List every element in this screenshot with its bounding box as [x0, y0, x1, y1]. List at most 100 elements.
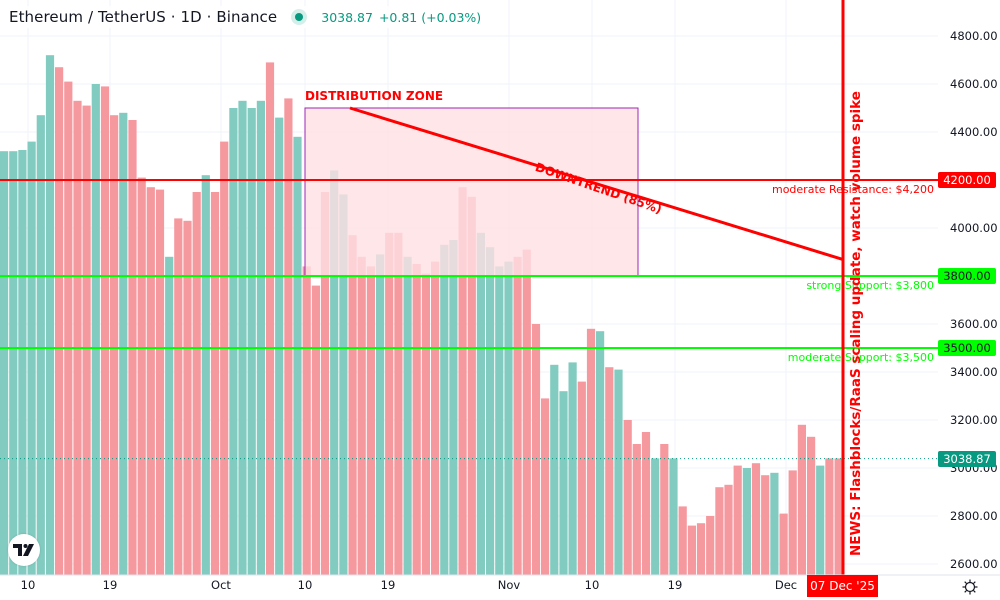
price-bar	[302, 266, 311, 575]
price-bar	[210, 192, 220, 575]
price-bar	[330, 170, 339, 575]
price-bar	[495, 266, 504, 575]
level-label: moderate Resistance: $4,200	[771, 183, 934, 196]
price-tag: 3038.87	[938, 450, 996, 467]
price-bar	[339, 194, 348, 575]
price-bar	[238, 100, 247, 576]
price-bar	[201, 175, 210, 575]
price-bar	[376, 254, 385, 575]
price-bar	[119, 112, 128, 576]
price-bar	[366, 266, 375, 575]
price-bar	[614, 369, 623, 575]
price-bar	[779, 513, 788, 575]
level-label: moderate Support: $3,500	[787, 351, 934, 364]
price-bar	[504, 261, 513, 575]
time-axis-label: Dec	[774, 578, 798, 592]
price-axis-label: 4800.00	[950, 29, 998, 43]
price-bar	[559, 391, 568, 575]
price-bar	[357, 256, 366, 575]
price-bar	[9, 151, 18, 575]
price-bar	[797, 424, 806, 575]
downtrend-line[interactable]	[349, 106, 843, 261]
time-axis-label: Nov	[497, 578, 521, 592]
support-resistance-lines[interactable]	[0, 179, 938, 349]
price-bar	[660, 444, 669, 575]
price-bar	[623, 420, 632, 575]
price-bar	[55, 67, 64, 575]
price-bar	[0, 151, 9, 575]
chart-header: Ethereum / TetherUS · 1D · Binance 3038.…	[9, 6, 482, 28]
price-bar	[605, 367, 614, 575]
price-bar	[541, 398, 550, 575]
price-bar	[385, 232, 394, 576]
time-axis-label: 10	[584, 578, 600, 592]
price-axis-label: 3200.00	[950, 413, 998, 427]
price-bar	[568, 362, 577, 575]
price-bar	[431, 261, 440, 575]
time-axis-label: 19	[380, 578, 396, 592]
symbol-title[interactable]: Ethereum / TetherUS · 1D · Binance	[9, 8, 278, 26]
price-bar	[825, 458, 834, 575]
price-tag: 3800.00	[938, 268, 996, 284]
price-bar	[669, 458, 678, 575]
price-bar	[293, 136, 302, 576]
price-bar	[724, 484, 733, 575]
price-bar	[632, 444, 641, 575]
price-axis-label: 4600.00	[950, 77, 998, 91]
price-bar	[256, 100, 265, 576]
price-axis-label: 2800.00	[950, 509, 998, 523]
time-axis-label: 10	[297, 578, 313, 592]
price-bar	[440, 244, 449, 576]
time-axis-label: Oct	[211, 578, 231, 592]
price-bar	[192, 192, 201, 575]
price-bar	[412, 264, 421, 575]
price-bar	[45, 55, 55, 575]
price-bar	[770, 472, 779, 575]
price-bar	[467, 196, 476, 576]
price-bar	[82, 105, 91, 575]
price-bar	[275, 117, 284, 575]
price-axis-label: 4400.00	[950, 125, 998, 139]
price-bar	[807, 436, 816, 575]
price-tag: 3500.00	[938, 340, 996, 356]
distribution-zone[interactable]	[304, 107, 639, 277]
settings-gear-icon[interactable]	[962, 579, 978, 595]
market-status-icon	[291, 9, 308, 25]
price-bar	[183, 220, 192, 576]
price-bar	[110, 115, 119, 575]
news-label: NEWS: Flashblocks/RaaS scaling update, w…	[848, 91, 864, 556]
price-bar	[761, 475, 770, 575]
price-bar	[596, 331, 605, 575]
price-axis-label: 2600.00	[950, 557, 998, 571]
price-axis-label: 4000.00	[950, 221, 998, 235]
price-bar	[513, 256, 522, 575]
price-bar	[91, 84, 100, 575]
price-bar	[449, 240, 458, 575]
price-bar	[715, 487, 724, 575]
price-bar	[265, 62, 275, 575]
price-bar	[247, 108, 256, 575]
price-bar	[522, 249, 531, 575]
time-axis-label: 19	[102, 578, 118, 592]
price-bar	[311, 285, 320, 575]
price-bar	[155, 189, 165, 575]
price-bar	[64, 81, 73, 575]
price-bar	[394, 232, 403, 576]
tradingview-logo-icon[interactable]	[8, 534, 40, 566]
price-bar	[284, 98, 293, 576]
price-axis-label: 3400.00	[950, 365, 998, 379]
distribution-zone-label: DISTRIBUTION ZONE	[305, 89, 444, 103]
price-bar	[687, 525, 696, 575]
price-bar	[421, 273, 430, 575]
price-bar	[641, 432, 651, 575]
price-bar	[229, 108, 238, 575]
price-bar	[18, 150, 27, 575]
price-bar	[36, 115, 45, 575]
price-bar	[706, 516, 715, 575]
price-bar	[577, 381, 586, 575]
price-bar	[742, 468, 751, 575]
price-bar	[174, 218, 183, 575]
time-axis-label: 10	[20, 578, 36, 592]
price-bar	[220, 141, 229, 575]
